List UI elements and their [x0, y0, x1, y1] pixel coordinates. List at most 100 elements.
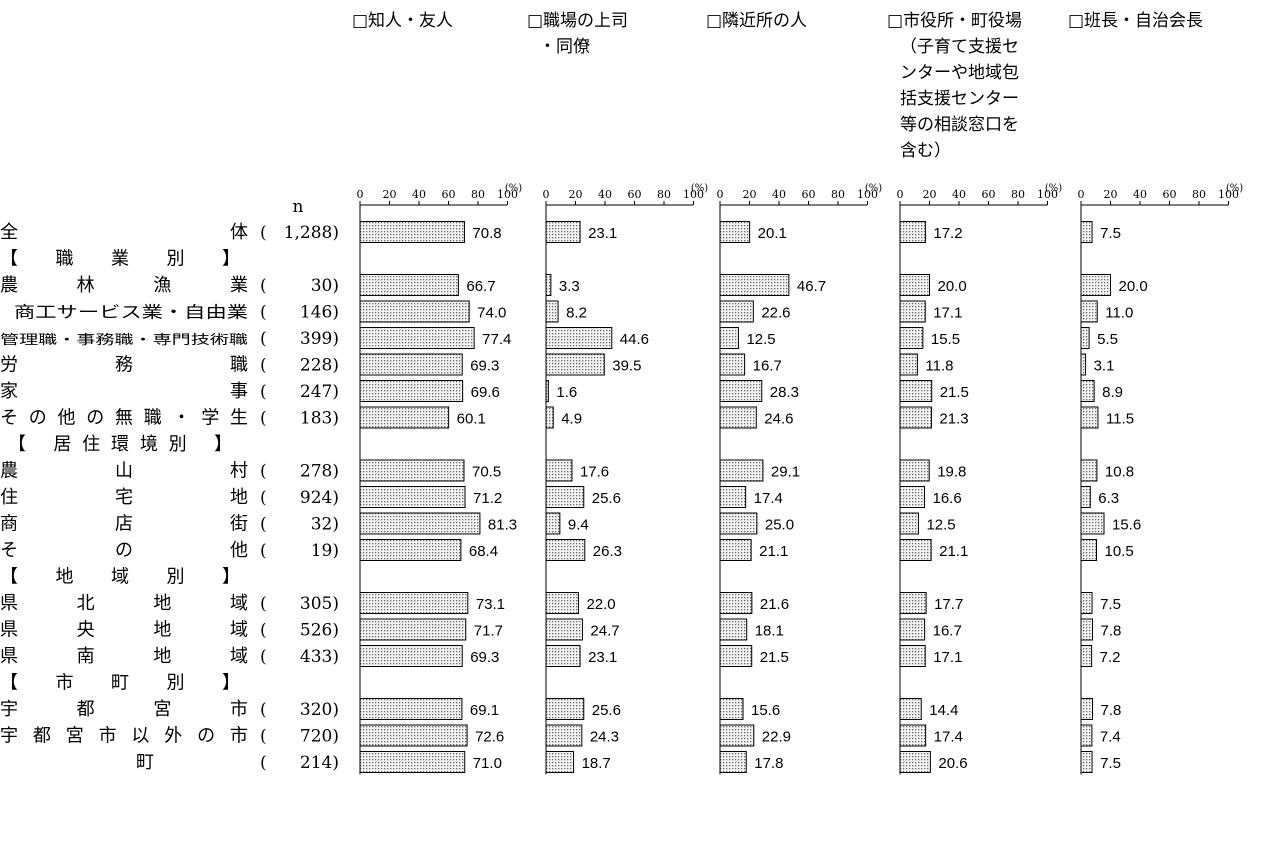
- bar: [719, 539, 752, 561]
- x-tick-label: 100: [1218, 188, 1239, 201]
- data-label: 17.7: [934, 596, 963, 613]
- data-label: 21.6: [760, 596, 789, 613]
- category-label: 宇都宮市: [0, 699, 248, 720]
- data-label: 16.7: [753, 358, 782, 375]
- data-label: 71.0: [473, 755, 502, 772]
- data-label: 25.6: [592, 490, 621, 507]
- n-value: 32): [311, 515, 339, 535]
- bar: [899, 618, 926, 641]
- data-label: 18.7: [582, 755, 611, 772]
- n-open-paren: (: [260, 753, 267, 773]
- data-label: 70.5: [472, 464, 501, 481]
- x-tick-label: 40: [772, 188, 786, 201]
- data-label: 70.8: [472, 225, 501, 242]
- data-label: 22.9: [762, 729, 791, 746]
- n-open-paren: (: [260, 409, 267, 429]
- n-open-paren: (: [260, 541, 267, 561]
- bar: [719, 221, 751, 243]
- bar: [1080, 698, 1094, 720]
- data-label: 10.8: [1105, 464, 1134, 481]
- data-label: 11.8: [925, 358, 953, 375]
- bar: [899, 724, 927, 747]
- category-label: その他の無職・学生: [0, 408, 248, 429]
- panel-1: 0 20 40 60 80 100(%) 70.8 66.7 74.0 77.4 69.3 69.6 6…: [357, 183, 522, 775]
- data-label: 25.6: [592, 702, 621, 719]
- bar: [899, 380, 933, 402]
- bar: [545, 327, 613, 349]
- data-label: 19.8: [937, 464, 966, 481]
- data-label: 71.2: [473, 490, 502, 507]
- data-label: 15.6: [751, 702, 780, 719]
- n-open-paren: (: [260, 488, 267, 508]
- bar: [1080, 592, 1093, 614]
- data-label: 60.1: [457, 411, 486, 428]
- bar: [359, 539, 462, 561]
- bar: [1080, 221, 1093, 243]
- unit-label: (%): [1045, 183, 1062, 194]
- bar: [359, 751, 466, 773]
- n-value: 228): [300, 356, 339, 376]
- data-label: 66.7: [466, 278, 495, 295]
- data-label: 7.5: [1100, 596, 1121, 613]
- data-label: 9.4: [568, 517, 589, 534]
- data-label: 29.1: [771, 464, 800, 481]
- bar: [719, 751, 747, 773]
- data-label: 69.6: [471, 384, 500, 401]
- bar: [359, 486, 466, 508]
- bar: [1080, 380, 1095, 402]
- bar: [1080, 327, 1090, 349]
- bar: [899, 274, 930, 296]
- data-label: 15.5: [931, 331, 960, 348]
- category-label: 管理職・事務職・専門技術職: [0, 333, 248, 348]
- n-value: 30): [311, 276, 339, 296]
- legend-series-5-line-1: □班長・自治会長: [1068, 11, 1203, 31]
- data-label: 1.6: [556, 384, 577, 401]
- category-label: 商工サービス業・自由業: [14, 303, 248, 322]
- data-label: 14.4: [929, 702, 958, 719]
- x-tick-label: 60: [1163, 188, 1177, 201]
- bar: [545, 751, 575, 773]
- data-label: 46.7: [797, 278, 826, 295]
- data-label: 17.1: [933, 305, 962, 322]
- bar: [545, 645, 581, 667]
- x-tick-label: 60: [982, 188, 996, 201]
- data-label: 21.5: [760, 649, 789, 666]
- data-label: 39.5: [612, 358, 641, 375]
- category-label: 労務職: [0, 355, 248, 376]
- bar: [545, 724, 583, 747]
- n-column-header: n: [293, 197, 304, 217]
- n-value: 19): [311, 541, 339, 561]
- n-open-paren: (: [260, 621, 267, 641]
- n-open-paren: (: [260, 515, 267, 535]
- x-tick-label: 60: [442, 188, 456, 201]
- bar: [1080, 353, 1087, 376]
- x-tick-label: 100: [683, 188, 704, 201]
- bar: [719, 724, 755, 747]
- bar: [545, 406, 554, 429]
- n-value: 924): [300, 488, 339, 508]
- data-label: 69.3: [470, 358, 499, 375]
- data-label: 74.0: [477, 305, 506, 322]
- x-tick-label: 40: [1133, 188, 1147, 201]
- data-label: 12.5: [746, 331, 775, 348]
- x-tick-label: 20: [743, 188, 757, 201]
- category-label: 住宅地: [0, 487, 248, 508]
- data-label: 77.4: [482, 331, 511, 348]
- n-value: 183): [300, 409, 339, 429]
- data-label: 10.5: [1104, 543, 1133, 560]
- bar: [359, 300, 470, 323]
- bar: [899, 221, 926, 243]
- category-label: 町: [136, 752, 154, 773]
- bar: [1080, 724, 1093, 747]
- category-label: 農山村: [0, 461, 248, 482]
- x-tick-label: 80: [1192, 188, 1206, 201]
- bar: [719, 406, 757, 429]
- bar: [1080, 486, 1091, 508]
- category-label: 家事: [0, 381, 248, 402]
- group-header: 【 地 域 別 】: [0, 567, 240, 588]
- x-tick-label: 20: [569, 188, 583, 201]
- data-label: 3.1: [1094, 358, 1115, 375]
- bar: [719, 459, 764, 482]
- bar: [545, 512, 561, 535]
- data-label: 22.6: [761, 305, 790, 322]
